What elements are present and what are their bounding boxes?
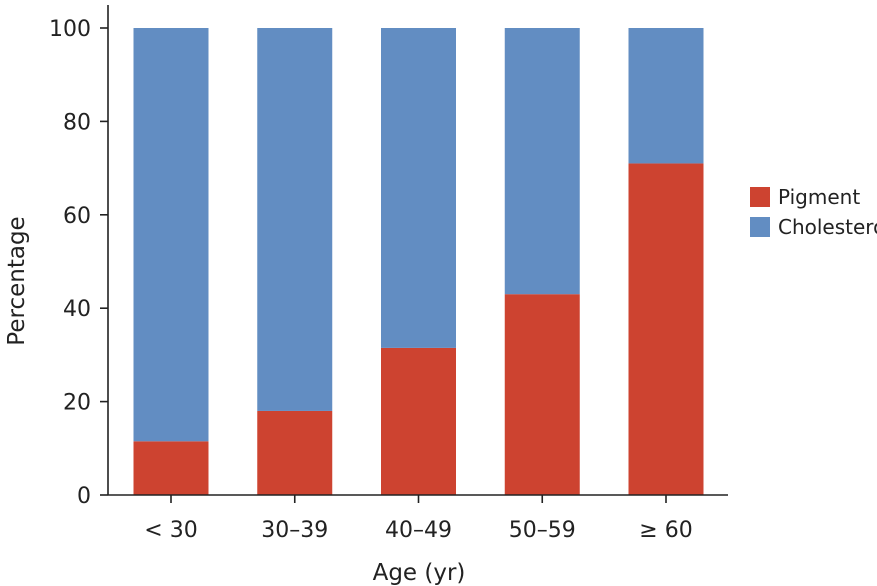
legend: Pigment Cholesterol [750,185,877,239]
x-tick-label: 40–49 [385,518,452,543]
bar-pigment-2 [381,347,456,495]
legend-swatch-cholesterol [750,217,770,237]
bar-pigment-3 [504,294,580,495]
x-axis-label: Age (yr) [373,560,466,586]
y-axis-label: Percentage [4,216,30,345]
tick-labels: 0 20 40 60 80 100 < 30 30–39 40–49 50–59 ≥ 60 [49,17,693,543]
bar-cholesterol-4 [628,28,704,164]
bar-pigment-0 [133,441,209,495]
y-tick-label: 0 [77,484,91,509]
x-tick-label: 50–59 [509,518,576,543]
x-tick-label: < 30 [144,518,197,543]
bar-cholesterol-2 [381,28,456,348]
bar-cholesterol-1 [257,28,333,411]
legend-label-pigment: Pigment [778,185,860,209]
y-tick-label: 20 [63,391,91,416]
x-tick-label: ≥ 60 [639,518,692,543]
y-tick-label: 80 [63,110,91,135]
x-tick-label: 30–39 [261,518,328,543]
legend-swatch-pigment [750,187,770,207]
y-tick-label: 40 [63,297,91,322]
bar-cholesterol-3 [504,28,580,295]
bar-pigment-1 [257,410,333,495]
legend-label-cholesterol: Cholesterol [778,215,877,239]
bar-group [133,28,704,495]
y-tick-label: 100 [49,17,91,42]
bar-pigment-4 [628,163,704,495]
bar-cholesterol-0 [133,28,209,442]
y-tick-label: 60 [63,204,91,229]
